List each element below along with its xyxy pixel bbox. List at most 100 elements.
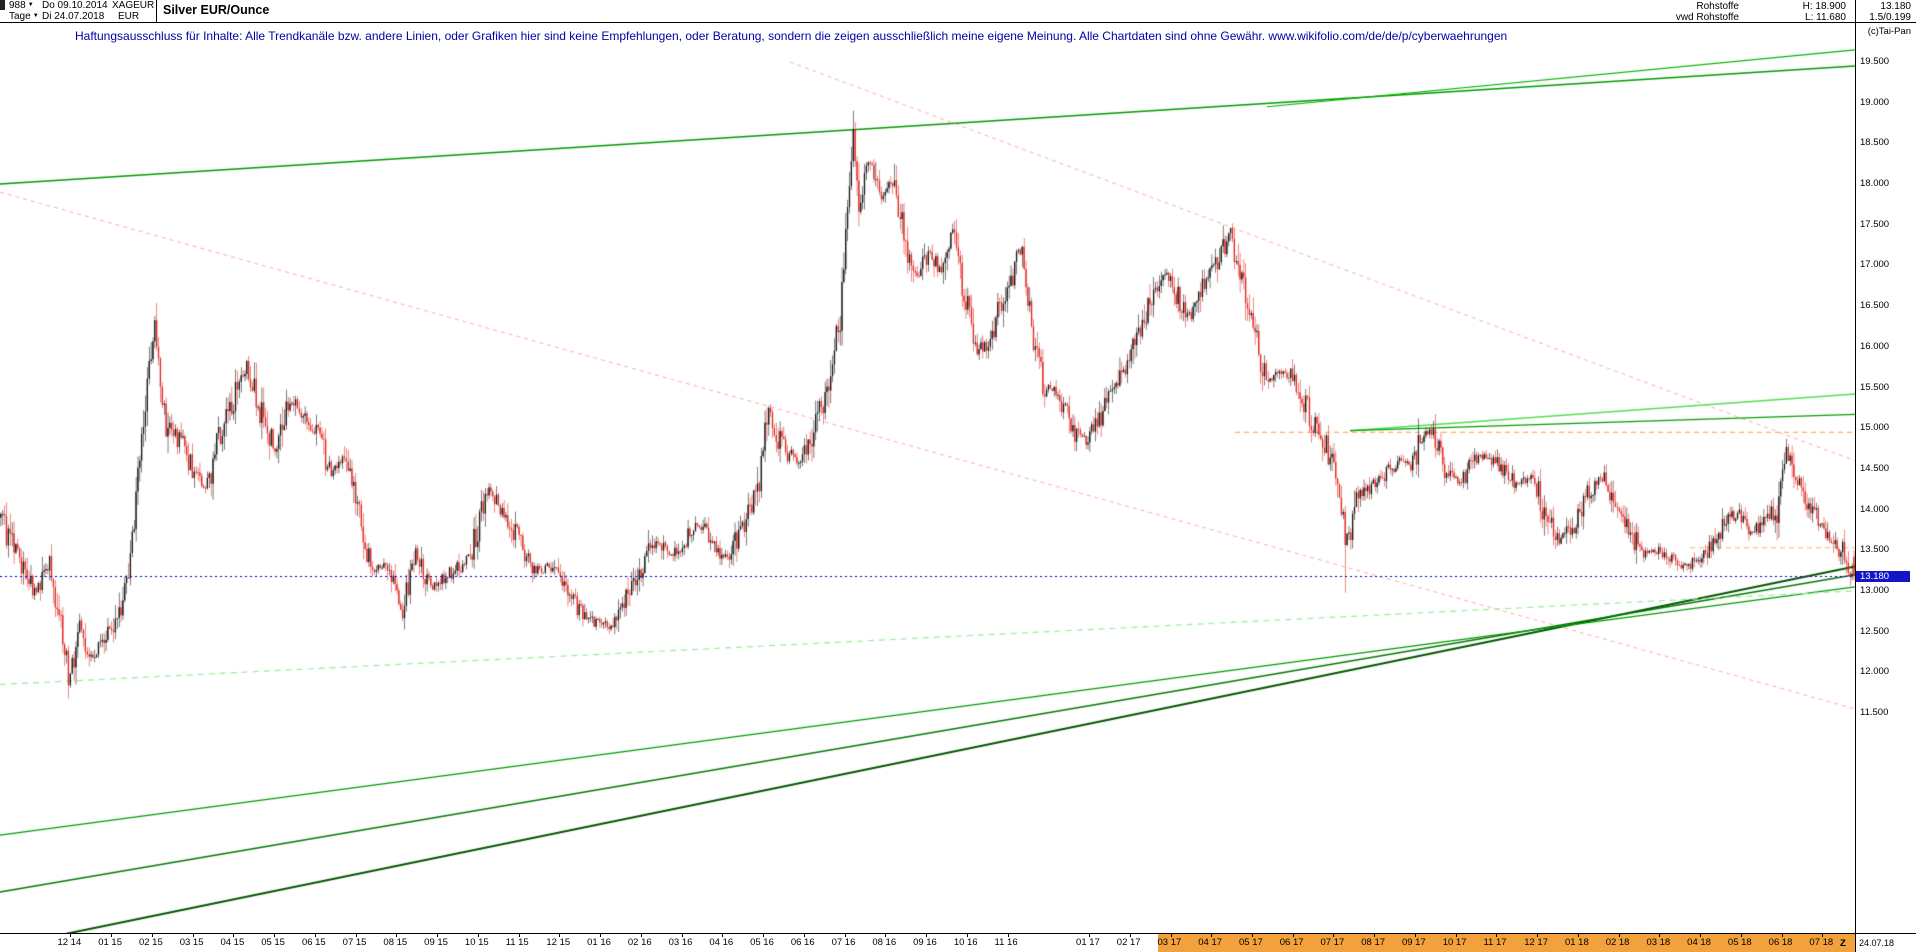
x-axis-date-label: 02 16 (627, 937, 652, 948)
x-axis-date-label: 07 15 (342, 937, 367, 948)
x-axis-tick (1170, 934, 1172, 937)
disclaimer-text: Haftungsausschluss für Inhalte: Alle Tre… (75, 29, 1508, 43)
y-axis-tick-label: 17.500 (1860, 218, 1890, 230)
x-axis-date-label: 02 18 (1605, 937, 1630, 948)
y-axis-tick-label: 14.500 (1860, 462, 1890, 474)
x-axis-date-label: 03 15 (179, 937, 204, 948)
price-axis-separator (1855, 0, 1856, 952)
x-axis-date-label: 04 18 (1687, 937, 1711, 948)
x-axis-tick (763, 934, 765, 937)
x-axis-tick (1781, 934, 1783, 937)
y-axis-tick-label: 19.500 (1860, 56, 1890, 67)
y-axis-tick-label: 16.000 (1860, 340, 1890, 352)
x-axis-date-label: 11 16 (994, 937, 1018, 948)
bars-count-dropdown[interactable]: 988 ▼ (9, 0, 34, 11)
end-date-label: Di 24.07.2018 (42, 11, 105, 22)
x-axis-date-label: 06 17 (1279, 937, 1304, 948)
y-axis-tick-label: 14.000 (1860, 503, 1890, 515)
y-axis-tick-label: 18.000 (1860, 178, 1890, 190)
x-axis-tick (355, 934, 357, 937)
x-axis-tick (559, 934, 561, 937)
feed-name-2: vwd Rohstoffe (1675, 12, 1739, 23)
x-axis-tick (844, 934, 846, 937)
x-axis-date-label: 05 15 (261, 937, 285, 948)
x-axis-date-label: 09 15 (424, 937, 448, 948)
x-axis-date-label: 10 16 (953, 937, 978, 948)
x-axis-date-label: 09 16 (913, 937, 937, 948)
page-title: Silver EUR/Ounce (163, 3, 270, 17)
z-axis-label: Z (1840, 938, 1846, 949)
x-axis-date-label: 01 16 (587, 937, 611, 948)
x-axis-date-label: 03 16 (668, 937, 693, 948)
x-axis-tick (966, 934, 968, 937)
period-dropdown[interactable]: Tage ▼ (9, 11, 39, 22)
x-axis-tick (1618, 934, 1620, 937)
window-corner-mark (0, 0, 5, 10)
header-divider (156, 0, 157, 22)
y-axis-tick-label: 18.500 (1860, 137, 1890, 149)
x-axis-tick (1455, 934, 1457, 937)
y-axis-tick-label: 12.500 (1860, 625, 1890, 637)
x-axis-date-label: 12 17 (1524, 937, 1548, 948)
x-axis-date-label: 10 17 (1442, 937, 1467, 948)
x-axis-tick (1414, 934, 1416, 937)
x-axis-tick (1577, 934, 1579, 937)
feed-name-1: Rohstoffe (1696, 1, 1739, 12)
y-axis-tick-label: 13.000 (1860, 584, 1890, 596)
x-axis-date-label: 05 17 (1239, 937, 1263, 948)
x-axis-date-label: 04 17 (1198, 937, 1223, 948)
price-axis: 19.500 19.000 18.500 18.000 17.500 17.000 16.5… (1856, 23, 1916, 933)
x-axis-tick (926, 934, 928, 937)
chevron-down-icon: ▼ (32, 13, 39, 19)
x-axis-date-label: 05 16 (750, 937, 774, 948)
x-axis-tick (1740, 934, 1742, 937)
x-axis-date-label: 12 15 (546, 937, 571, 948)
currency-label: EUR (118, 11, 140, 22)
x-axis-date-label: 08 15 (383, 937, 408, 948)
x-axis-date-label: 07 16 (831, 937, 856, 948)
chevron-down-icon: ▼ (27, 2, 34, 8)
x-axis-date-label: 07 18 (1809, 937, 1834, 948)
x-axis-tick (885, 934, 887, 937)
x-axis-tick (233, 934, 235, 937)
price-chart-canvas[interactable] (0, 23, 1855, 933)
x-axis-date-label: 02 15 (138, 937, 163, 948)
y-axis-tick-label: 13.500 (1860, 544, 1890, 556)
x-axis-tick (70, 934, 72, 937)
x-axis-date-label: 08 17 (1361, 937, 1386, 948)
quote-info-value: 1.5/0.199 (1869, 12, 1911, 23)
x-axis-date-label: 11 17 (1483, 937, 1507, 948)
x-axis-tick (518, 934, 520, 937)
x-axis-tick (1659, 934, 1661, 937)
x-axis-tick (437, 934, 439, 937)
x-axis-tick (314, 934, 316, 937)
x-axis-date-label: 06 15 (301, 937, 326, 948)
last-price-header-value: 13.180 (1880, 1, 1911, 12)
x-axis-date-label: 04 15 (220, 937, 245, 948)
copyright-label: (c)Tai-Pan (1867, 26, 1911, 37)
date-axis-top-border (0, 933, 1916, 934)
x-axis-tick (396, 934, 398, 937)
x-axis-date-label: 03 17 (1157, 937, 1182, 948)
x-axis-tick (1496, 934, 1498, 937)
x-axis-tick (803, 934, 805, 937)
start-date-label: Do 09.10.2014 (42, 0, 108, 11)
bars-count-value: 988 (9, 0, 26, 11)
x-axis-tick (274, 934, 276, 937)
x-axis-tick (600, 934, 602, 937)
x-axis-date-label: 12 14 (57, 937, 82, 948)
period-high-label: H: 18.900 (1802, 1, 1846, 12)
x-axis-date-label: 09 17 (1401, 937, 1426, 948)
x-axis-tick (1822, 934, 1824, 937)
x-axis-tick (1089, 934, 1091, 937)
x-axis-date-label: 10 15 (464, 937, 489, 948)
x-axis-date-label: 01 18 (1564, 937, 1589, 948)
x-axis-tick (1129, 934, 1131, 937)
x-axis-tick (1374, 934, 1376, 937)
x-axis-date-label: 01 17 (1076, 937, 1100, 948)
y-axis-tick-label: 12.000 (1860, 666, 1890, 678)
x-axis-tick (1700, 934, 1702, 937)
x-axis-date-label: 07 17 (1320, 937, 1345, 948)
y-axis-tick-label: 11.500 (1860, 707, 1889, 718)
